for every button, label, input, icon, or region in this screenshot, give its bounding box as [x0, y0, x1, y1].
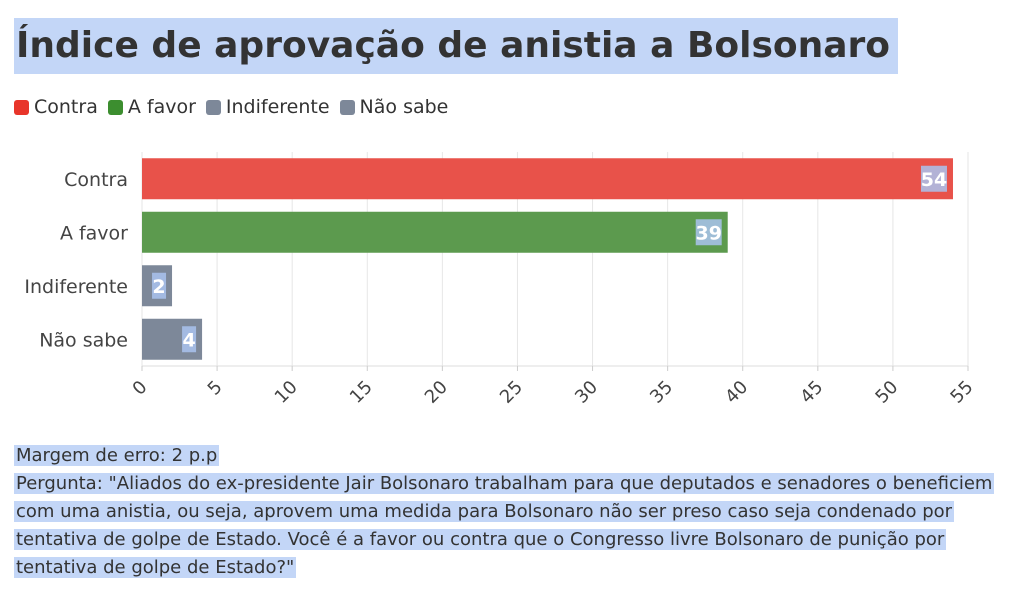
- data-label: 39: [695, 222, 721, 244]
- x-tick-label: 20: [421, 377, 452, 408]
- data-label-highlight: [920, 165, 947, 192]
- survey-question: Pergunta: "Aliados do ex-presidente Jair…: [14, 473, 995, 578]
- x-tick-label: 25: [496, 377, 527, 408]
- data-label: 4: [182, 329, 195, 351]
- data-label: 2: [152, 276, 165, 298]
- x-tick-label: 55: [946, 377, 977, 408]
- bar: [142, 211, 728, 253]
- x-tick-label: 45: [796, 377, 827, 408]
- x-tick-label: 30: [571, 377, 602, 408]
- chart-footer: Margem de erro: 2 p.p Pergunta: "Aliados…: [14, 442, 995, 582]
- x-tick-label: 50: [871, 377, 902, 408]
- x-tick-label: 15: [346, 377, 377, 408]
- data-label-highlight: [182, 326, 197, 353]
- legend-label: Indiferente: [225, 96, 330, 118]
- legend-item: Não sabe: [339, 96, 449, 118]
- category-label: Não sabe: [39, 329, 128, 351]
- legend-label: Não sabe: [359, 96, 449, 118]
- x-tick-label: 40: [721, 377, 752, 408]
- legend-swatch: [14, 99, 29, 115]
- legend: Contra A favor Indiferente Não sabe: [14, 96, 448, 118]
- x-tick-label: 5: [204, 377, 227, 400]
- bar: [142, 158, 953, 200]
- legend-swatch: [339, 99, 355, 115]
- data-label-highlight: [695, 219, 722, 246]
- legend-label: A favor: [127, 96, 196, 118]
- legend-swatch: [205, 99, 221, 115]
- legend-item: A favor: [107, 96, 196, 118]
- legend-item: Indiferente: [205, 96, 330, 118]
- x-tick-label: 35: [646, 377, 677, 408]
- category-label: Indiferente: [24, 276, 128, 298]
- data-label: 54: [921, 169, 947, 191]
- chart-title: Índice de aprovação de anistia a Bolsona…: [14, 18, 899, 74]
- x-tick-label: 10: [271, 377, 302, 408]
- category-label: A favor: [60, 222, 128, 244]
- legend-item: Contra: [14, 96, 98, 118]
- margin-of-error: Margem de erro: 2 p.p: [14, 445, 220, 466]
- data-label-highlight: [152, 272, 167, 299]
- x-tick-label: 0: [129, 377, 152, 400]
- legend-label: Contra: [34, 96, 98, 118]
- legend-swatch: [107, 99, 123, 115]
- category-label: Contra: [64, 169, 128, 191]
